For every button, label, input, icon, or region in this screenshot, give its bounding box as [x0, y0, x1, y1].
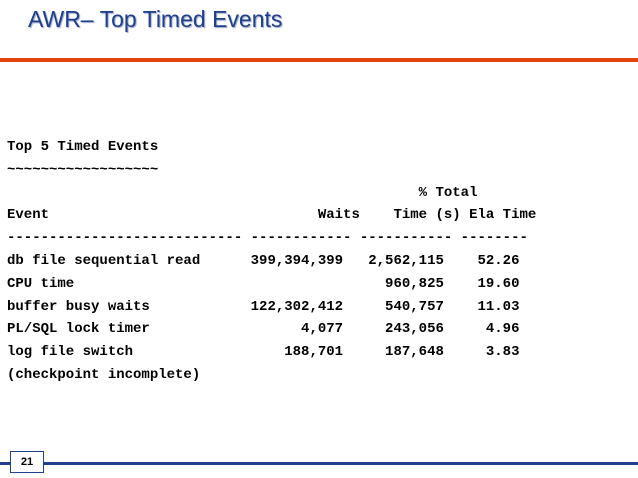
report-row: PL/SQL lock timer 4,077 243,056 4.96 — [7, 321, 520, 338]
report-row: (checkpoint incomplete) — [7, 366, 201, 383]
slide-title: AWR– Top Timed Events — [28, 6, 283, 32]
report-row: db file sequential read 399,394,399 2,56… — [7, 252, 520, 269]
timed-events-report: Top 5 Timed Events ~~~~~~~~~~~~~~~~~~ % … — [7, 136, 536, 387]
report-row: CPU time 960,825 19.60 — [7, 275, 520, 292]
report-heading: Top 5 Timed Events — [7, 139, 159, 155]
report-row: log file switch 188,701 187,648 3.83 — [7, 344, 520, 361]
title-divider — [0, 58, 638, 62]
report-separator: ---------------------------- -----------… — [7, 230, 528, 247]
footer-divider — [0, 462, 638, 465]
page-number: 21 — [10, 451, 44, 473]
report-row: buffer busy waits 122,302,412 540,757 11… — [7, 298, 520, 315]
report-header-line-1: % Total — [7, 184, 478, 201]
report-header-line-2: Event Waits Time (s) Ela Time — [7, 207, 537, 224]
report-heading-underline: ~~~~~~~~~~~~~~~~~~ — [7, 161, 159, 178]
